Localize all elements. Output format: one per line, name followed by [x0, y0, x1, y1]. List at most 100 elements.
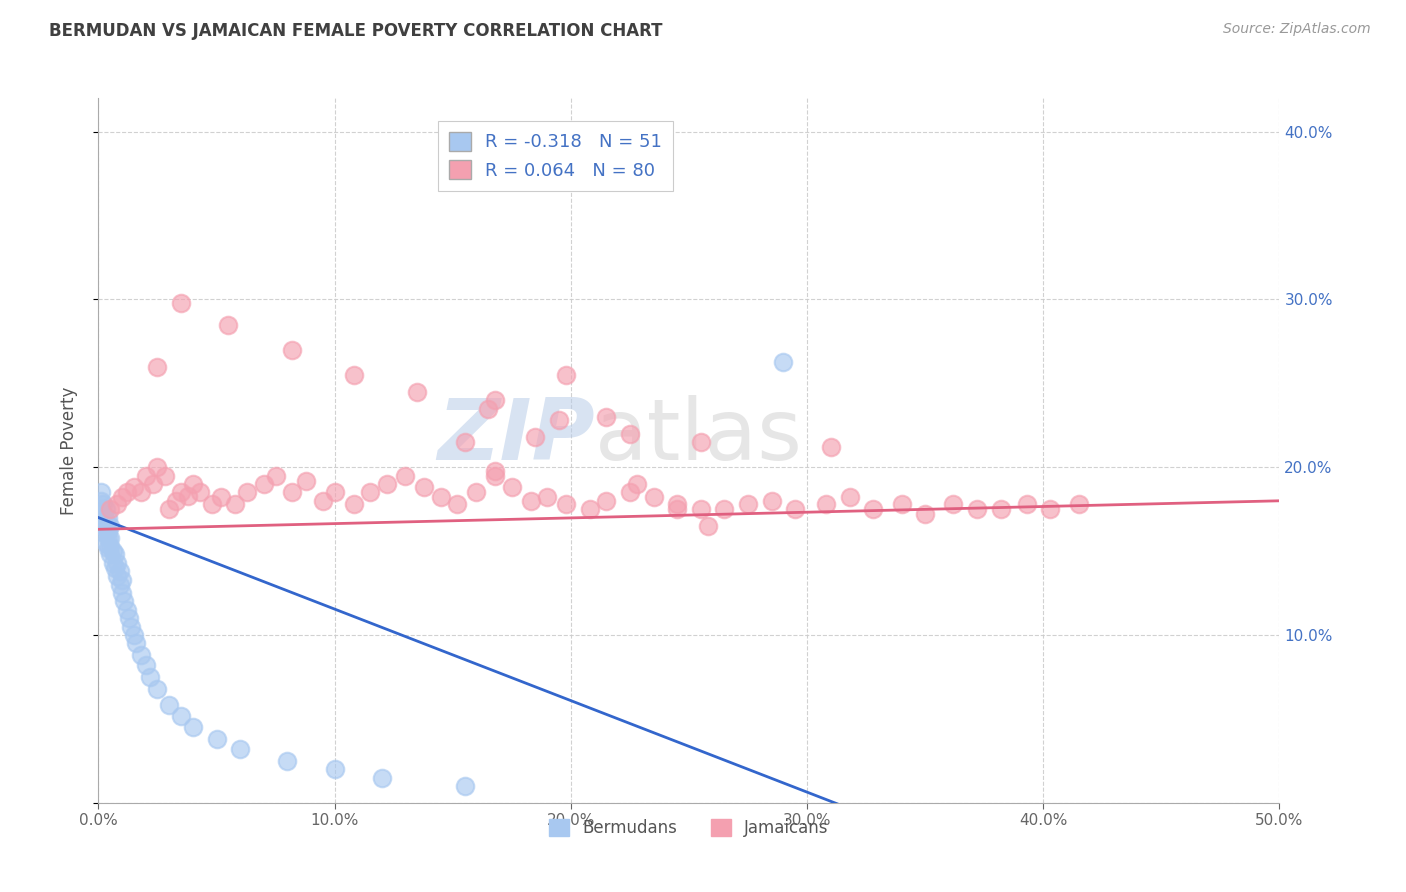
Point	[201, 497, 224, 511]
Point	[146, 681, 169, 696]
Point	[112, 594, 135, 608]
Point	[281, 343, 304, 357]
Point	[94, 527, 117, 541]
Point	[737, 497, 759, 511]
Point	[359, 485, 381, 500]
Y-axis label: Female Poverty: Female Poverty	[59, 386, 77, 515]
Point	[111, 573, 134, 587]
Point	[342, 497, 364, 511]
Point	[91, 497, 114, 511]
Point	[519, 493, 541, 508]
Point	[146, 359, 169, 374]
Point	[108, 564, 131, 578]
Point	[323, 762, 346, 776]
Point	[97, 524, 120, 538]
Point	[342, 368, 364, 382]
Point	[1039, 502, 1062, 516]
Point	[501, 480, 523, 494]
Point	[643, 491, 665, 505]
Point	[236, 485, 259, 500]
Point	[264, 468, 287, 483]
Point	[484, 393, 506, 408]
Point	[406, 384, 429, 399]
Point	[98, 502, 121, 516]
Point	[229, 742, 252, 756]
Point	[914, 507, 936, 521]
Point	[129, 485, 152, 500]
Point	[477, 401, 499, 416]
Point	[94, 535, 117, 549]
Point	[413, 480, 436, 494]
Point	[177, 489, 200, 503]
Point	[90, 510, 112, 524]
Point	[619, 485, 641, 500]
Point	[181, 477, 204, 491]
Point	[90, 502, 112, 516]
Point	[98, 531, 121, 545]
Point	[446, 497, 468, 511]
Legend: Bermudans, Jamaicans: Bermudans, Jamaicans	[543, 813, 835, 844]
Point	[115, 485, 138, 500]
Point	[966, 502, 988, 516]
Point	[91, 519, 114, 533]
Point	[146, 460, 169, 475]
Point	[595, 493, 617, 508]
Point	[276, 754, 298, 768]
Point	[814, 497, 837, 511]
Point	[862, 502, 884, 516]
Point	[105, 569, 128, 583]
Point	[689, 502, 711, 516]
Point	[453, 435, 475, 450]
Point	[111, 586, 134, 600]
Point	[713, 502, 735, 516]
Point	[188, 485, 211, 500]
Point	[205, 732, 228, 747]
Point	[371, 771, 394, 785]
Point	[312, 493, 335, 508]
Point	[761, 493, 783, 508]
Point	[129, 648, 152, 662]
Point	[94, 514, 117, 528]
Point	[666, 497, 689, 511]
Point	[90, 485, 112, 500]
Point	[98, 519, 121, 533]
Point	[104, 561, 127, 575]
Point	[157, 698, 180, 713]
Point	[165, 493, 187, 508]
Point	[94, 522, 117, 536]
Point	[785, 502, 807, 516]
Point	[98, 548, 121, 562]
Point	[548, 413, 571, 427]
Point	[108, 577, 131, 591]
Point	[595, 409, 617, 424]
Point	[90, 493, 112, 508]
Point	[181, 720, 204, 734]
Point	[394, 468, 416, 483]
Point	[121, 620, 143, 634]
Point	[217, 318, 239, 332]
Point	[484, 464, 506, 478]
Point	[94, 502, 117, 516]
Point	[104, 548, 127, 562]
Point	[619, 426, 641, 441]
Point	[253, 477, 276, 491]
Point	[1067, 497, 1090, 511]
Point	[105, 556, 128, 570]
Point	[555, 368, 578, 382]
Point	[118, 611, 141, 625]
Point	[209, 491, 232, 505]
Point	[689, 435, 711, 450]
Point	[484, 468, 506, 483]
Point	[122, 628, 145, 642]
Point	[157, 502, 180, 516]
Point	[942, 497, 965, 511]
Point	[375, 477, 398, 491]
Point	[295, 474, 318, 488]
Point	[97, 541, 120, 555]
Point	[281, 485, 304, 500]
Text: ZIP: ZIP	[437, 395, 595, 478]
Point	[772, 354, 794, 368]
Point	[142, 477, 165, 491]
Point	[524, 430, 547, 444]
Point	[101, 544, 124, 558]
